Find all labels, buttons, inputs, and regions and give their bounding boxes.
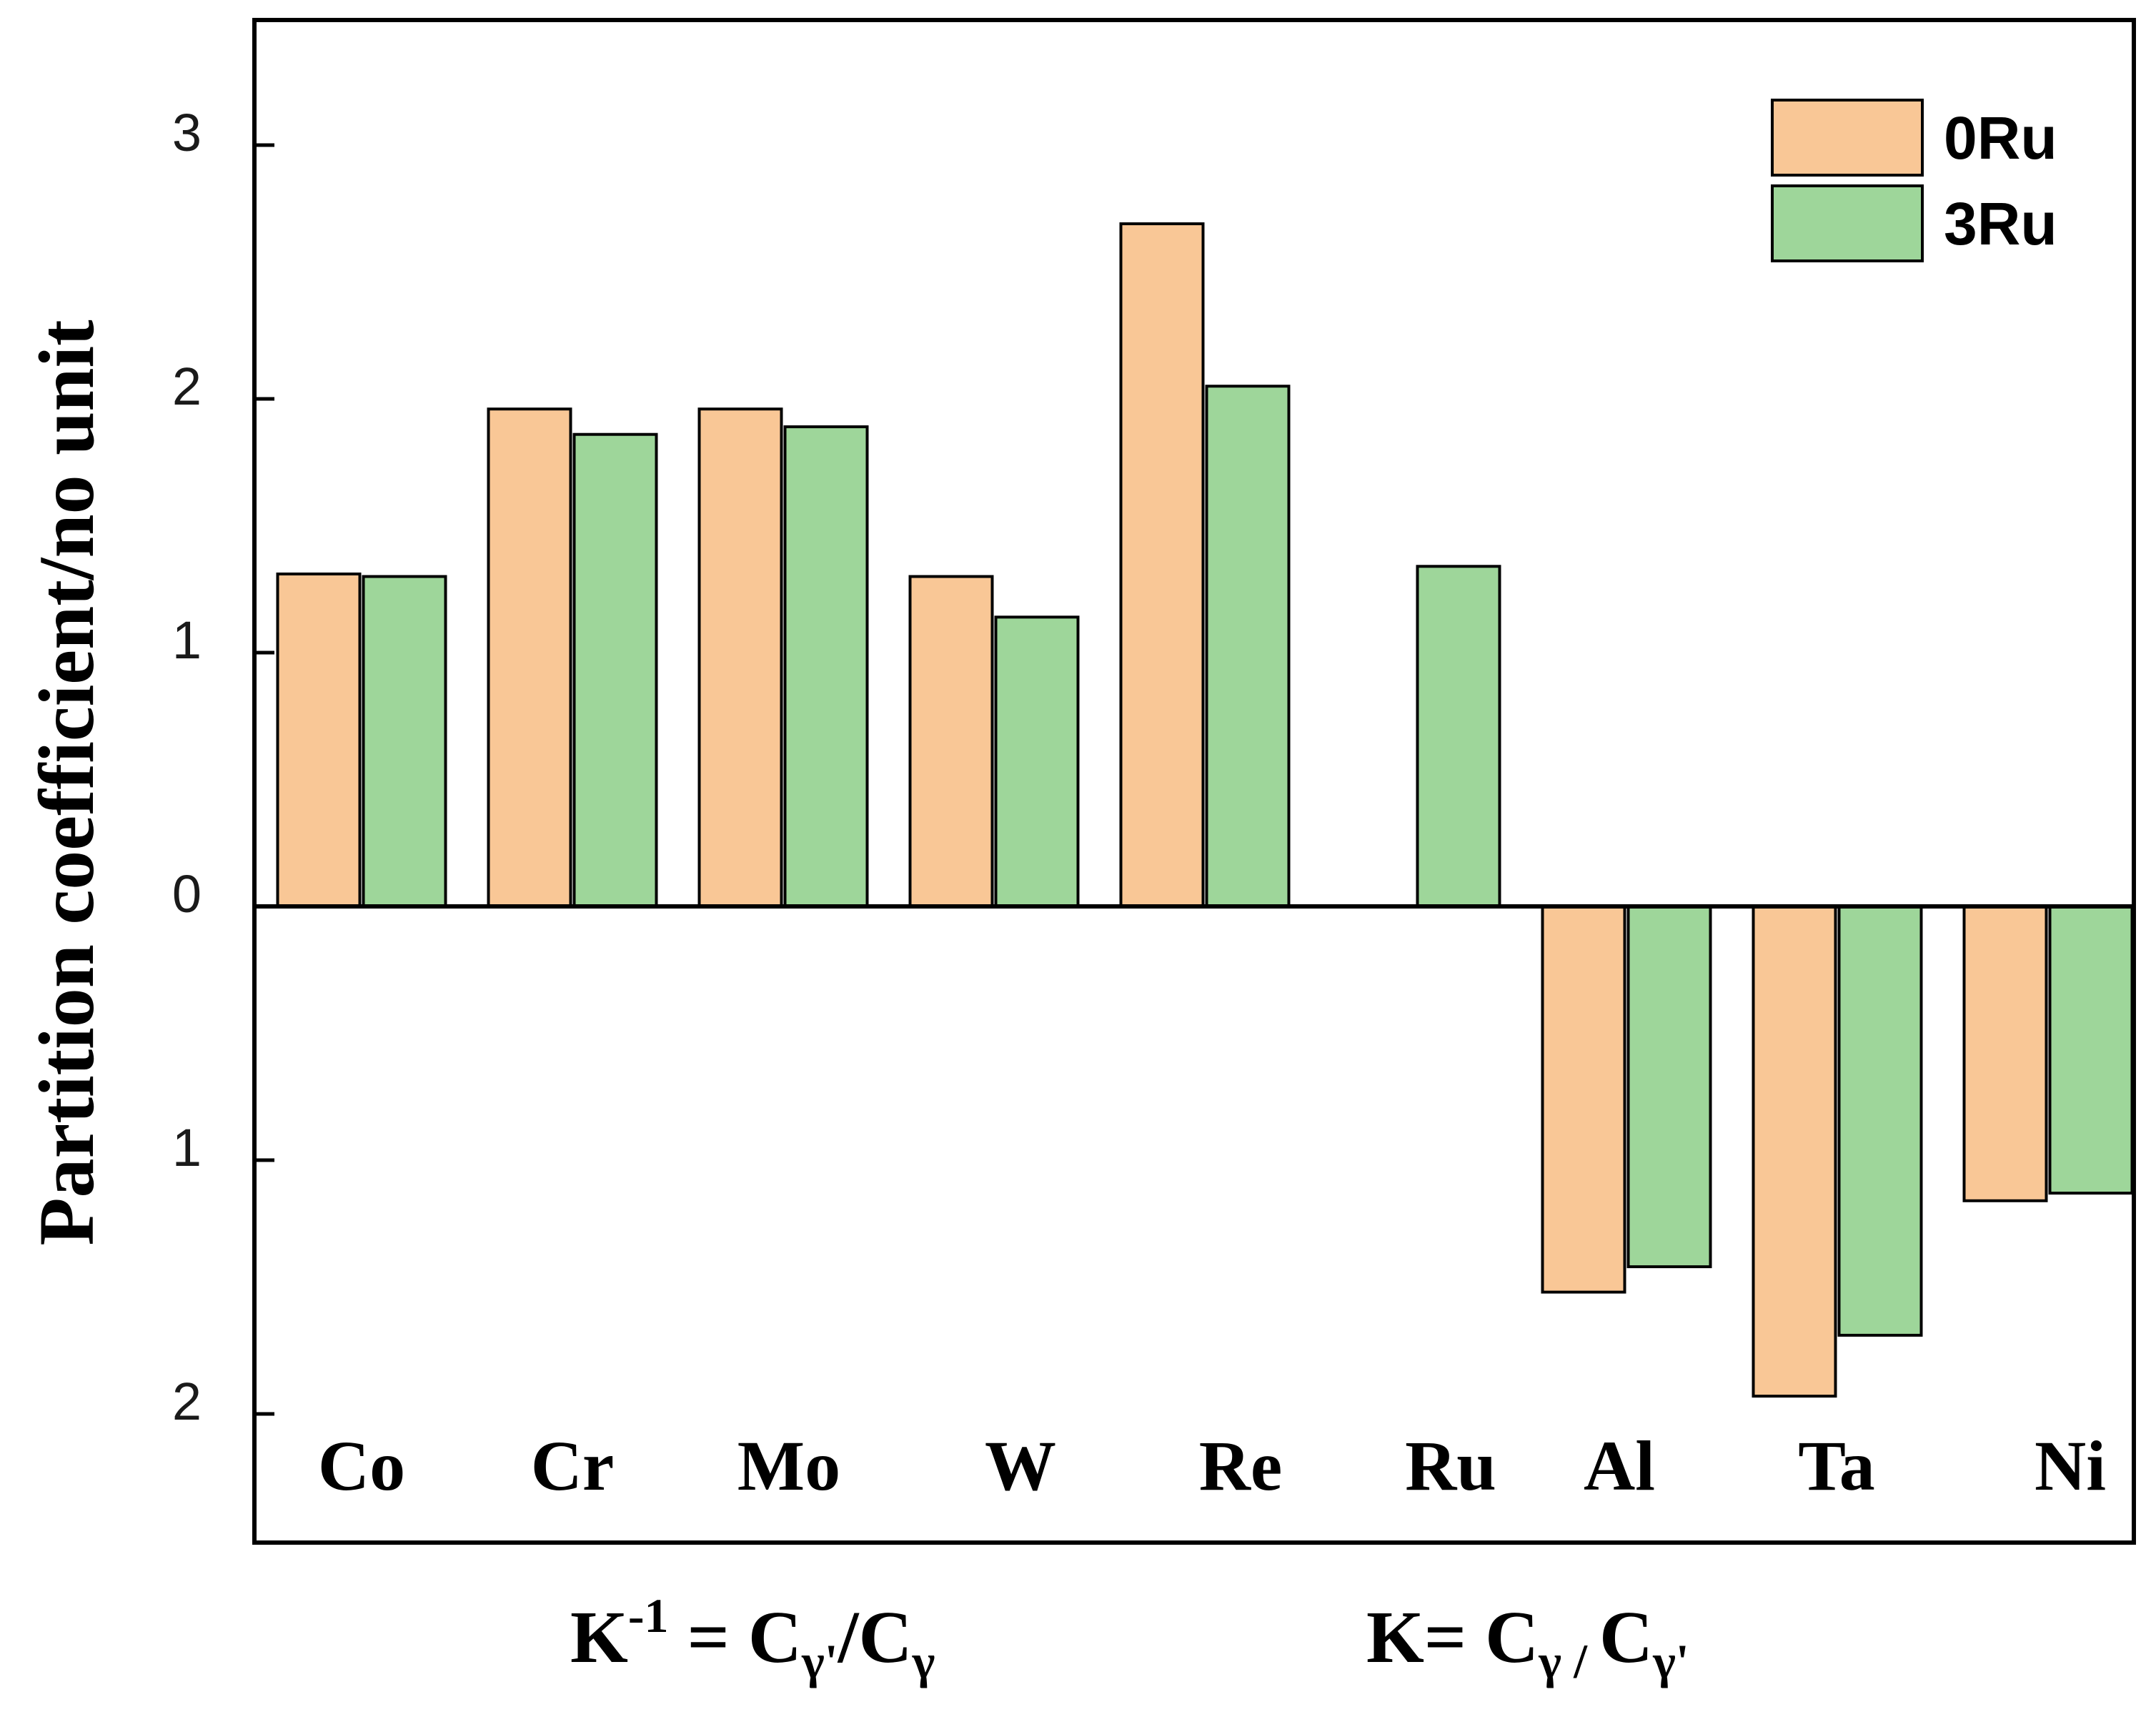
category-label-Re: Re <box>1199 1426 1283 1505</box>
category-label-Ru: Ru <box>1405 1426 1496 1505</box>
category-label-Ta: Ta <box>1798 1426 1875 1505</box>
bar-0Ru-Cr <box>487 407 572 908</box>
bar-3Ru-Cr <box>572 432 658 908</box>
bar-0Ru-Al <box>1541 905 1626 1294</box>
bar-0Ru-Mo <box>697 407 783 908</box>
bar-3Ru-Al <box>1626 905 1712 1269</box>
y-tick-label: 1 <box>172 1118 202 1177</box>
y-tick-label: 3 <box>172 103 202 162</box>
y-axis-label: Partition coefficient/no unit <box>23 320 110 1246</box>
bar-0Ru-Co <box>276 572 362 908</box>
category-labels: Co Cr Mo W Re Ru Al Ta Ni <box>318 1426 2106 1505</box>
y-tick-label: 1 <box>172 610 202 670</box>
category-label-Cr: Cr <box>531 1426 615 1505</box>
y-tick-label: 2 <box>172 357 202 416</box>
y-tick-label: 2 <box>172 1372 202 1431</box>
y-tick-label: 0 <box>172 864 202 924</box>
plot-frame <box>252 18 2136 1545</box>
y-axis: 3 2 1 0 1 2 <box>172 103 274 1431</box>
bar-0Ru-W <box>908 575 994 908</box>
category-label-Ni: Ni <box>2035 1426 2106 1505</box>
bars-group <box>276 222 2134 1398</box>
bar-3Ru-Re <box>1205 385 1291 908</box>
bar-0Ru-Ni <box>1962 905 2048 1202</box>
bar-3Ru-Ta <box>1837 905 1923 1337</box>
formula-k-inverse: K-1 = Cγ'/Cγ <box>570 1588 935 1688</box>
category-label-Mo: Mo <box>737 1426 840 1505</box>
bar-0Ru-Re <box>1119 222 1205 908</box>
legend-swatch-0Ru <box>1771 99 1924 177</box>
legend-swatch-3Ru <box>1771 184 1924 262</box>
bar-0Ru-Ta <box>1752 905 1837 1398</box>
category-label-Al: Al <box>1584 1426 1655 1505</box>
bar-3Ru-Mo <box>783 425 869 908</box>
category-label-W: W <box>985 1426 1056 1505</box>
legend: 0Ru 3Ru <box>1771 99 2057 262</box>
legend-label-0Ru: 0Ru <box>1944 104 2057 172</box>
formula-k: K= Cγ / Cγ' <box>1366 1596 1689 1688</box>
legend-label-3Ru: 3Ru <box>1944 190 2057 257</box>
category-label-Co: Co <box>318 1426 405 1505</box>
bar-3Ru-Ni <box>2048 905 2134 1195</box>
bar-3Ru-W <box>994 615 1080 908</box>
bar-3Ru-Ru <box>1416 565 1501 908</box>
bar-3Ru-Co <box>362 575 447 908</box>
